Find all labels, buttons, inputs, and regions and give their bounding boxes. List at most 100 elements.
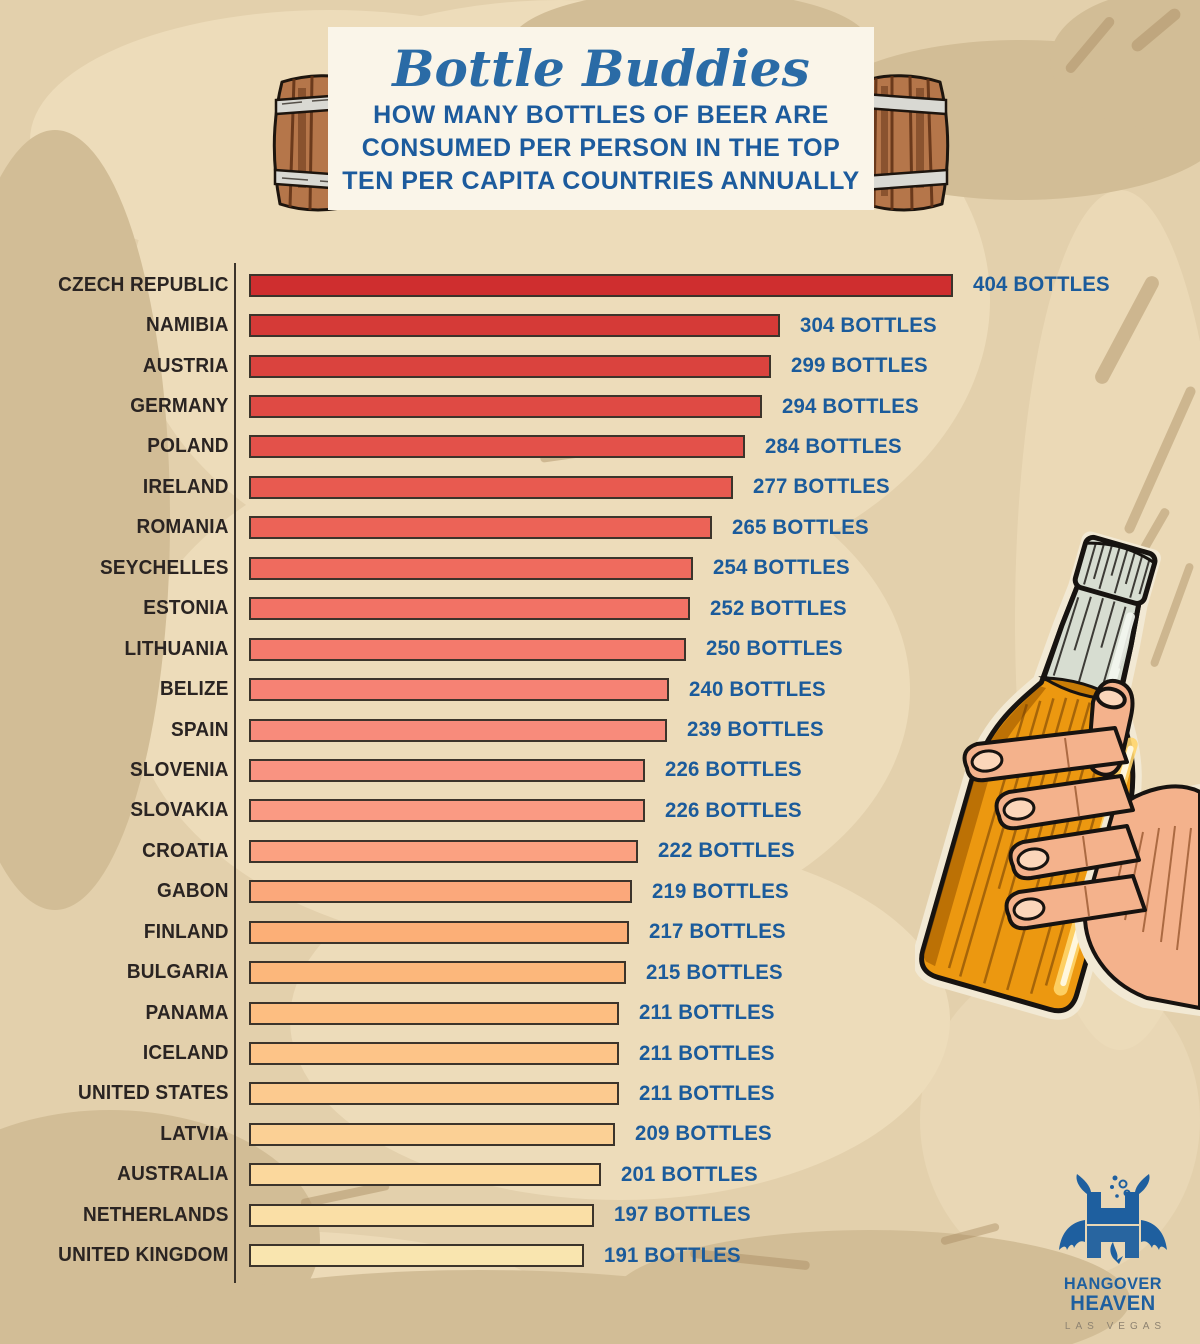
chart-row: GERMANY 294 BOTTLES [0,386,1200,426]
category-label: AUSTRALIA [117,1163,229,1186]
value-label: 211 BOTTLES [638,1001,775,1025]
category-label: PANAMA [145,1001,229,1024]
category-label: SEYCHELLES [100,556,229,579]
page-title: Bottle Buddies [392,39,810,98]
value-label: 215 BOTTLES [645,960,783,984]
category-label: SLOVENIA [129,758,229,781]
category-label: POLAND [147,435,229,458]
chart-row: GABON 219 BOTTLES [0,872,1200,912]
hand-holding-beer-bottle-illustration [915,531,1200,1020]
category-label: SPAIN [171,718,229,741]
bar [249,597,690,621]
brand-city: LAS VEGAS [1064,1321,1167,1332]
bar [249,880,633,904]
value-label: 226 BOTTLES [664,798,802,822]
value-label: 304 BOTTLES [799,313,937,337]
bar [249,920,629,944]
value-label: 299 BOTTLES [791,354,928,378]
chart-row: ICELAND 211 BOTTLES [0,1033,1200,1073]
chart-row: CZECH REPUBLIC 404 BOTTLES [0,265,1200,305]
category-label: LATVIA [160,1122,229,1145]
category-label: ROMANIA [136,516,229,539]
value-label: 226 BOTTLES [664,758,802,782]
hangover-heaven-logo-icon [1059,1174,1167,1264]
value-label: 239 BOTTLES [687,718,824,742]
value-label: 294 BOTTLES [782,394,920,418]
category-label: CZECH REPUBLIC [58,273,229,296]
bar [249,1001,619,1025]
chart-row: FINLAND 217 BOTTLES [0,912,1200,952]
bar [249,1042,619,1066]
bar [249,637,687,661]
bar [249,1122,616,1146]
value-label: 201 BOTTLES [621,1162,759,1186]
bar [249,1082,619,1106]
value-label: 219 BOTTLES [652,879,790,903]
bar [249,516,713,540]
bar [249,314,780,338]
value-label: 277 BOTTLES [752,475,890,499]
value-label: 404 BOTTLES [973,273,1110,297]
subtitle-line: CONSUMED PER PERSON IN THE TOP [361,134,841,162]
chart-row: BULGARIA 215 BOTTLES [0,952,1200,992]
value-label: 252 BOTTLES [709,596,847,620]
chart-row: POLAND 284 BOTTLES [0,427,1200,467]
chart-row: PANAMA 211 BOTTLES [0,993,1200,1033]
bar [249,1203,595,1227]
bar [249,839,638,863]
value-label: 217 BOTTLES [648,920,786,944]
bar [249,435,746,459]
bar [249,678,669,702]
value-label: 209 BOTTLES [635,1122,772,1146]
category-label: NAMIBIA [146,314,229,337]
value-label: 197 BOTTLES [614,1203,752,1227]
category-label: NETHERLANDS [82,1203,229,1226]
category-label: SLOVAKIA [130,799,229,822]
brand-name-line1: HANGOVER [1063,1274,1163,1293]
brand-logo: HANGOVER HEAVEN LAS VEGAS [1048,1172,1178,1332]
beer-barrel-right-icon [862,74,950,212]
chart-row: BELIZE 240 BOTTLES [0,669,1200,709]
page-subtitle: HOW MANY BOTTLES OF BEER ARE CONSUMED PE… [328,99,874,198]
bar [249,475,733,499]
bar [249,273,953,297]
bar [249,395,763,419]
chart-row: UNITED KINGDOM 191 BOTTLES [0,1236,1200,1276]
value-label: 254 BOTTLES [713,556,850,580]
category-label: GABON [156,880,229,903]
value-label: 191 BOTTLES [603,1243,741,1267]
bar [249,1244,584,1268]
value-label: 265 BOTTLES [732,515,870,539]
category-label: BELIZE [159,678,229,701]
category-label: ICELAND [142,1042,229,1065]
chart-row: SLOVAKIA 226 BOTTLES [0,791,1200,831]
header-card: Bottle Buddies HOW MANY BOTTLES OF BEER … [328,27,874,210]
chart-row: AUSTRIA 299 BOTTLES [0,346,1200,386]
chart-row: NETHERLANDS 197 BOTTLES [0,1195,1200,1235]
chart-row: LITHUANIA 250 BOTTLES [0,629,1200,669]
bar [249,799,645,823]
chart-row: CROATIA 222 BOTTLES [0,831,1200,871]
chart-row: UNITED STATES 211 BOTTLES [0,1074,1200,1114]
bar [249,718,668,742]
bar [249,961,626,985]
subtitle-line: HOW MANY BOTTLES OF BEER ARE [373,101,829,129]
chart-row: ESTONIA 252 BOTTLES [0,589,1200,629]
brand-name-line2: HEAVEN [1070,1292,1156,1315]
category-label: CROATIA [142,839,229,862]
chart-row: SPAIN 239 BOTTLES [0,710,1200,750]
value-label: 222 BOTTLES [657,839,795,863]
category-label: FINLAND [143,920,229,943]
value-label: 240 BOTTLES [688,677,826,701]
chart-row: LATVIA 209 BOTTLES [0,1114,1200,1154]
chart-row: SEYCHELLES 254 BOTTLES [0,548,1200,588]
value-label: 211 BOTTLES [638,1041,775,1065]
bar [249,556,694,580]
chart-row: ROMANIA 265 BOTTLES [0,508,1200,548]
chart-row: IRELAND 277 BOTTLES [0,467,1200,507]
category-label: LITHUANIA [124,637,229,660]
value-label: 284 BOTTLES [765,434,902,458]
chart-row: NAMIBIA 304 BOTTLES [0,305,1200,345]
value-label: 250 BOTTLES [706,637,844,661]
category-label: UNITED STATES [78,1082,229,1105]
